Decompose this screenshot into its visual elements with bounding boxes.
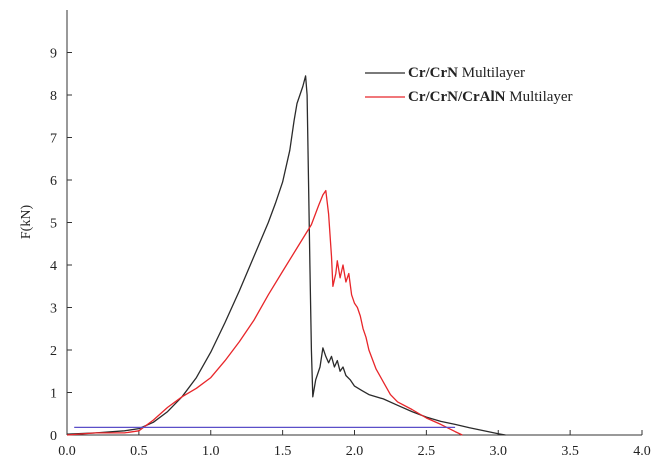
x-tick-label: 1.5 [274, 444, 292, 459]
legend-label: Cr/CrN Multilayer [408, 65, 525, 81]
x-ticks: 0.0 0.5 1.0 1.5 2.0 2.5 3.0 3.5 4.0 [58, 430, 651, 459]
legend-label-bold: Cr/CrN/CrAlN [408, 89, 506, 105]
series-line-0 [66, 75, 506, 436]
y-tick-label: 6 [50, 174, 57, 189]
series-line-1 [66, 189, 463, 436]
axes [66, 10, 642, 436]
y-tick-label: 2 [50, 344, 57, 359]
y-tick-label: 5 [50, 217, 57, 232]
y-axis-title: F(kN) [19, 205, 34, 240]
y-tick-label: 3 [50, 302, 57, 317]
x-tick-label: 1.0 [202, 444, 220, 459]
y-tick-label: 7 [50, 132, 57, 147]
x-tick-label: 3.5 [561, 444, 579, 459]
x-tick-label: 3.0 [490, 444, 508, 459]
y-ticks: 0 1 2 3 4 5 6 7 8 9 [50, 47, 72, 444]
x-tick-label: 0.5 [130, 444, 148, 459]
legend-label-rest: Multilayer [505, 89, 572, 105]
x-tick-label: 0.0 [58, 444, 76, 459]
x-tick-label: 2.5 [418, 444, 436, 459]
legend-label-rest: Multilayer [458, 65, 525, 81]
x-tick-label: 4.0 [633, 444, 651, 459]
x-tick-label: 2.0 [346, 444, 364, 459]
y-tick-label: 1 [50, 387, 57, 402]
legend-label: Cr/CrN/CrAlN Multilayer [408, 89, 573, 105]
y-tick-label: 8 [50, 89, 57, 104]
y-tick-label: 0 [50, 429, 57, 444]
y-tick-label: 9 [50, 47, 57, 62]
series-lines [66, 75, 506, 436]
legend-label-bold: Cr/CrN [408, 65, 458, 81]
y-tick-label: 4 [50, 259, 57, 274]
